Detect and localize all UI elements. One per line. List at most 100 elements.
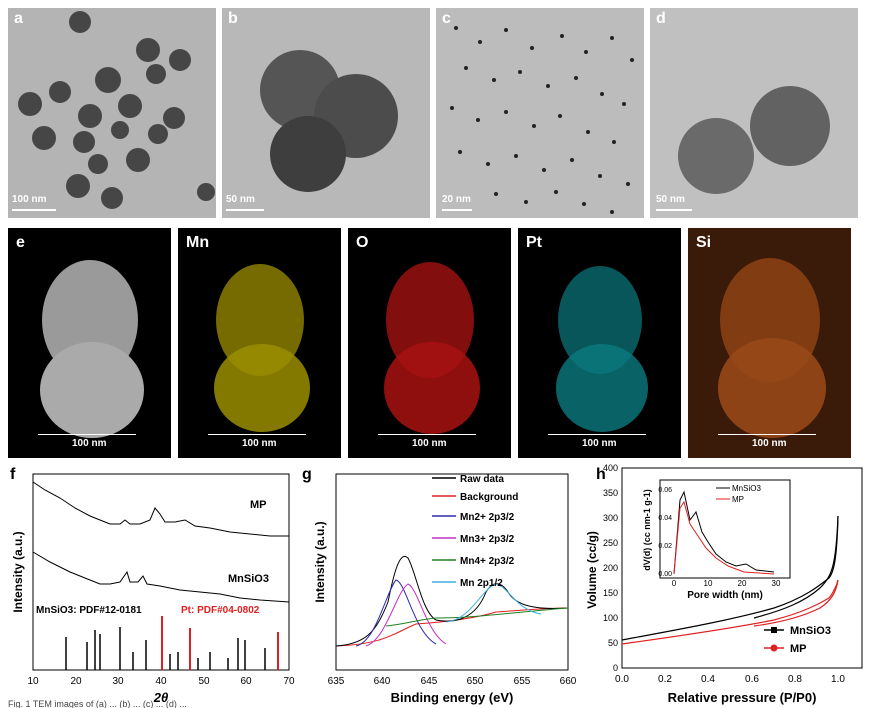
eds-panel-mn: Mn 100 nm xyxy=(178,228,341,458)
panel-label: e xyxy=(16,234,25,251)
scale-bar-label: 100 nm xyxy=(582,438,617,449)
panel-label: g xyxy=(302,466,312,483)
xtick: 0.0 xyxy=(615,674,629,685)
ytick: 300 xyxy=(603,513,618,523)
scale-bar-label: 100 nm xyxy=(752,438,787,449)
bet-legend: MnSiO3 MP xyxy=(764,625,831,655)
scale-bar xyxy=(718,434,816,435)
panel-label: d xyxy=(656,10,666,27)
bet-xticks: 0.0 0.2 0.4 0.6 0.8 1.0 xyxy=(615,674,845,685)
panel-label: a xyxy=(14,10,23,27)
mnsio3-reference-lines xyxy=(65,627,266,670)
inset-legend-mnsio3: MnSiO3 xyxy=(732,484,761,493)
inset-ytick: 0.02 xyxy=(658,543,672,550)
o-map xyxy=(384,262,480,434)
scale-bar xyxy=(226,209,264,211)
xps-mn2p12-peak xyxy=(445,583,542,623)
scale-bar xyxy=(442,209,472,211)
xrd-label-mp: MP xyxy=(250,499,267,511)
bet-plot: MnSiO3 MP 0 50 100 150 200 250 300 350 4… xyxy=(585,463,863,705)
inset-legend: MnSiO3 MP xyxy=(716,484,761,504)
legend-mn2p12: Mn 2p1/2 xyxy=(460,578,503,589)
xtick: 10 xyxy=(27,676,39,687)
scale-bar xyxy=(548,434,646,435)
inset-ytick: 0.00 xyxy=(658,571,672,578)
xtick: 0.4 xyxy=(701,674,715,685)
ytick: 50 xyxy=(608,638,618,648)
inset-curve-mp xyxy=(673,500,775,575)
xtick: 20 xyxy=(70,676,82,687)
ytick: 200 xyxy=(603,563,618,573)
inset-ytick: 0.04 xyxy=(658,515,672,522)
scale-bar-label: 100 nm xyxy=(72,438,107,449)
eds-panel-si: Si 100 nm xyxy=(688,228,851,458)
ytick: 150 xyxy=(603,588,618,598)
bet-yticks: 0 50 100 150 200 250 300 350 400 xyxy=(603,463,618,673)
xps-plot: Raw data Background Mn2+ 2p3/2 Mn3+ 2p3/… xyxy=(313,473,577,705)
scale-bar-label: 50 nm xyxy=(656,194,685,205)
xtick: 1.0 xyxy=(831,674,845,685)
xrd-ref-pt: Pt: PDF#04-0802 xyxy=(181,605,260,616)
scale-bar xyxy=(378,434,476,435)
legend-mn4: Mn4+ 2p3/2 xyxy=(460,556,515,567)
inset-curve-mnsio3 xyxy=(673,490,775,575)
xrd-label-mnsio3: MnSiO3 xyxy=(228,573,269,585)
tem-image-b xyxy=(260,50,398,192)
legend-mn2: Mn2+ 2p3/2 xyxy=(460,512,515,523)
ytick: 250 xyxy=(603,538,618,548)
legend-raw-data: Raw data xyxy=(460,474,504,485)
xtick: 640 xyxy=(374,676,391,687)
legend-mn3: Mn3+ 2p3/2 xyxy=(460,534,515,545)
scale-bar-label: 50 nm xyxy=(226,194,255,205)
pt-reference-lines xyxy=(161,616,279,670)
xtick: 70 xyxy=(283,676,295,687)
xtick: 0.8 xyxy=(788,674,802,685)
xtick: 650 xyxy=(467,676,484,687)
bet-curve-mnsio3-desorption xyxy=(753,515,839,619)
bet-curve-mp-desorption xyxy=(753,579,839,627)
inset-ytick: 0.06 xyxy=(658,487,672,494)
ytick: 0 xyxy=(613,663,618,673)
tem-panel-a: a 100 nm xyxy=(8,8,216,218)
xps-xticks: 635 640 645 650 655 660 xyxy=(328,676,577,687)
xrd-ref-mnsio3: MnSiO3: PDF#12-0181 xyxy=(36,605,142,616)
bet-curve-mp xyxy=(621,579,839,645)
xtick: 655 xyxy=(514,676,531,687)
inset-xlabel: Pore width (nm) xyxy=(687,590,763,601)
xtick: 645 xyxy=(421,676,438,687)
inset-xtick: 10 xyxy=(704,579,713,588)
panel-label: b xyxy=(228,10,238,27)
panel-label: h xyxy=(596,466,606,483)
bet-inset: MnSiO3 MP 0.00 0.02 0.04 0.06 0 10 20 30… xyxy=(642,479,791,601)
mn-map xyxy=(214,264,310,432)
scale-bar xyxy=(208,434,306,435)
inset-legend-mp: MP xyxy=(732,495,744,504)
inset-xtick: 0 xyxy=(672,579,677,588)
scale-bar xyxy=(38,434,136,435)
xtick: 0.2 xyxy=(658,674,672,685)
panel-label: Pt xyxy=(526,234,542,251)
ytick: 400 xyxy=(603,463,618,473)
tem-panel-d: d 50 nm xyxy=(650,8,858,218)
xtick: 60 xyxy=(240,676,252,687)
panel-label: c xyxy=(442,10,451,27)
scale-bar-label: 100 nm xyxy=(242,438,277,449)
xtick: 40 xyxy=(155,676,167,687)
xrd-curve-mnsio3 xyxy=(32,551,290,603)
xps-mn2-peak xyxy=(355,579,437,647)
panel-label: Si xyxy=(696,234,712,251)
eds-panel-e: e 100 nm xyxy=(8,228,171,458)
scale-bar-label: 20 nm xyxy=(442,194,471,205)
xrd-xlabel: 2θ xyxy=(153,690,168,705)
inset-ylabel: dV(d) (cc nm-1 g-1) xyxy=(642,489,652,571)
xrd-plot: MP MnSiO3 MnSiO3: PDF#12-0181 Pt: PDF#04… xyxy=(11,473,295,705)
tem-image-a xyxy=(18,11,215,209)
xrd-xticks: 10 20 30 40 50 60 70 xyxy=(27,676,295,687)
scale-bar-label: 100 nm xyxy=(412,438,447,449)
xtick: 50 xyxy=(198,676,210,687)
inset-xtick: 20 xyxy=(738,579,747,588)
scale-bar xyxy=(656,209,692,211)
legend-background: Background xyxy=(460,492,518,503)
legend-mnsio3: MnSiO3 xyxy=(790,625,831,637)
xps-ylabel: Intensity (a.u.) xyxy=(313,521,327,602)
